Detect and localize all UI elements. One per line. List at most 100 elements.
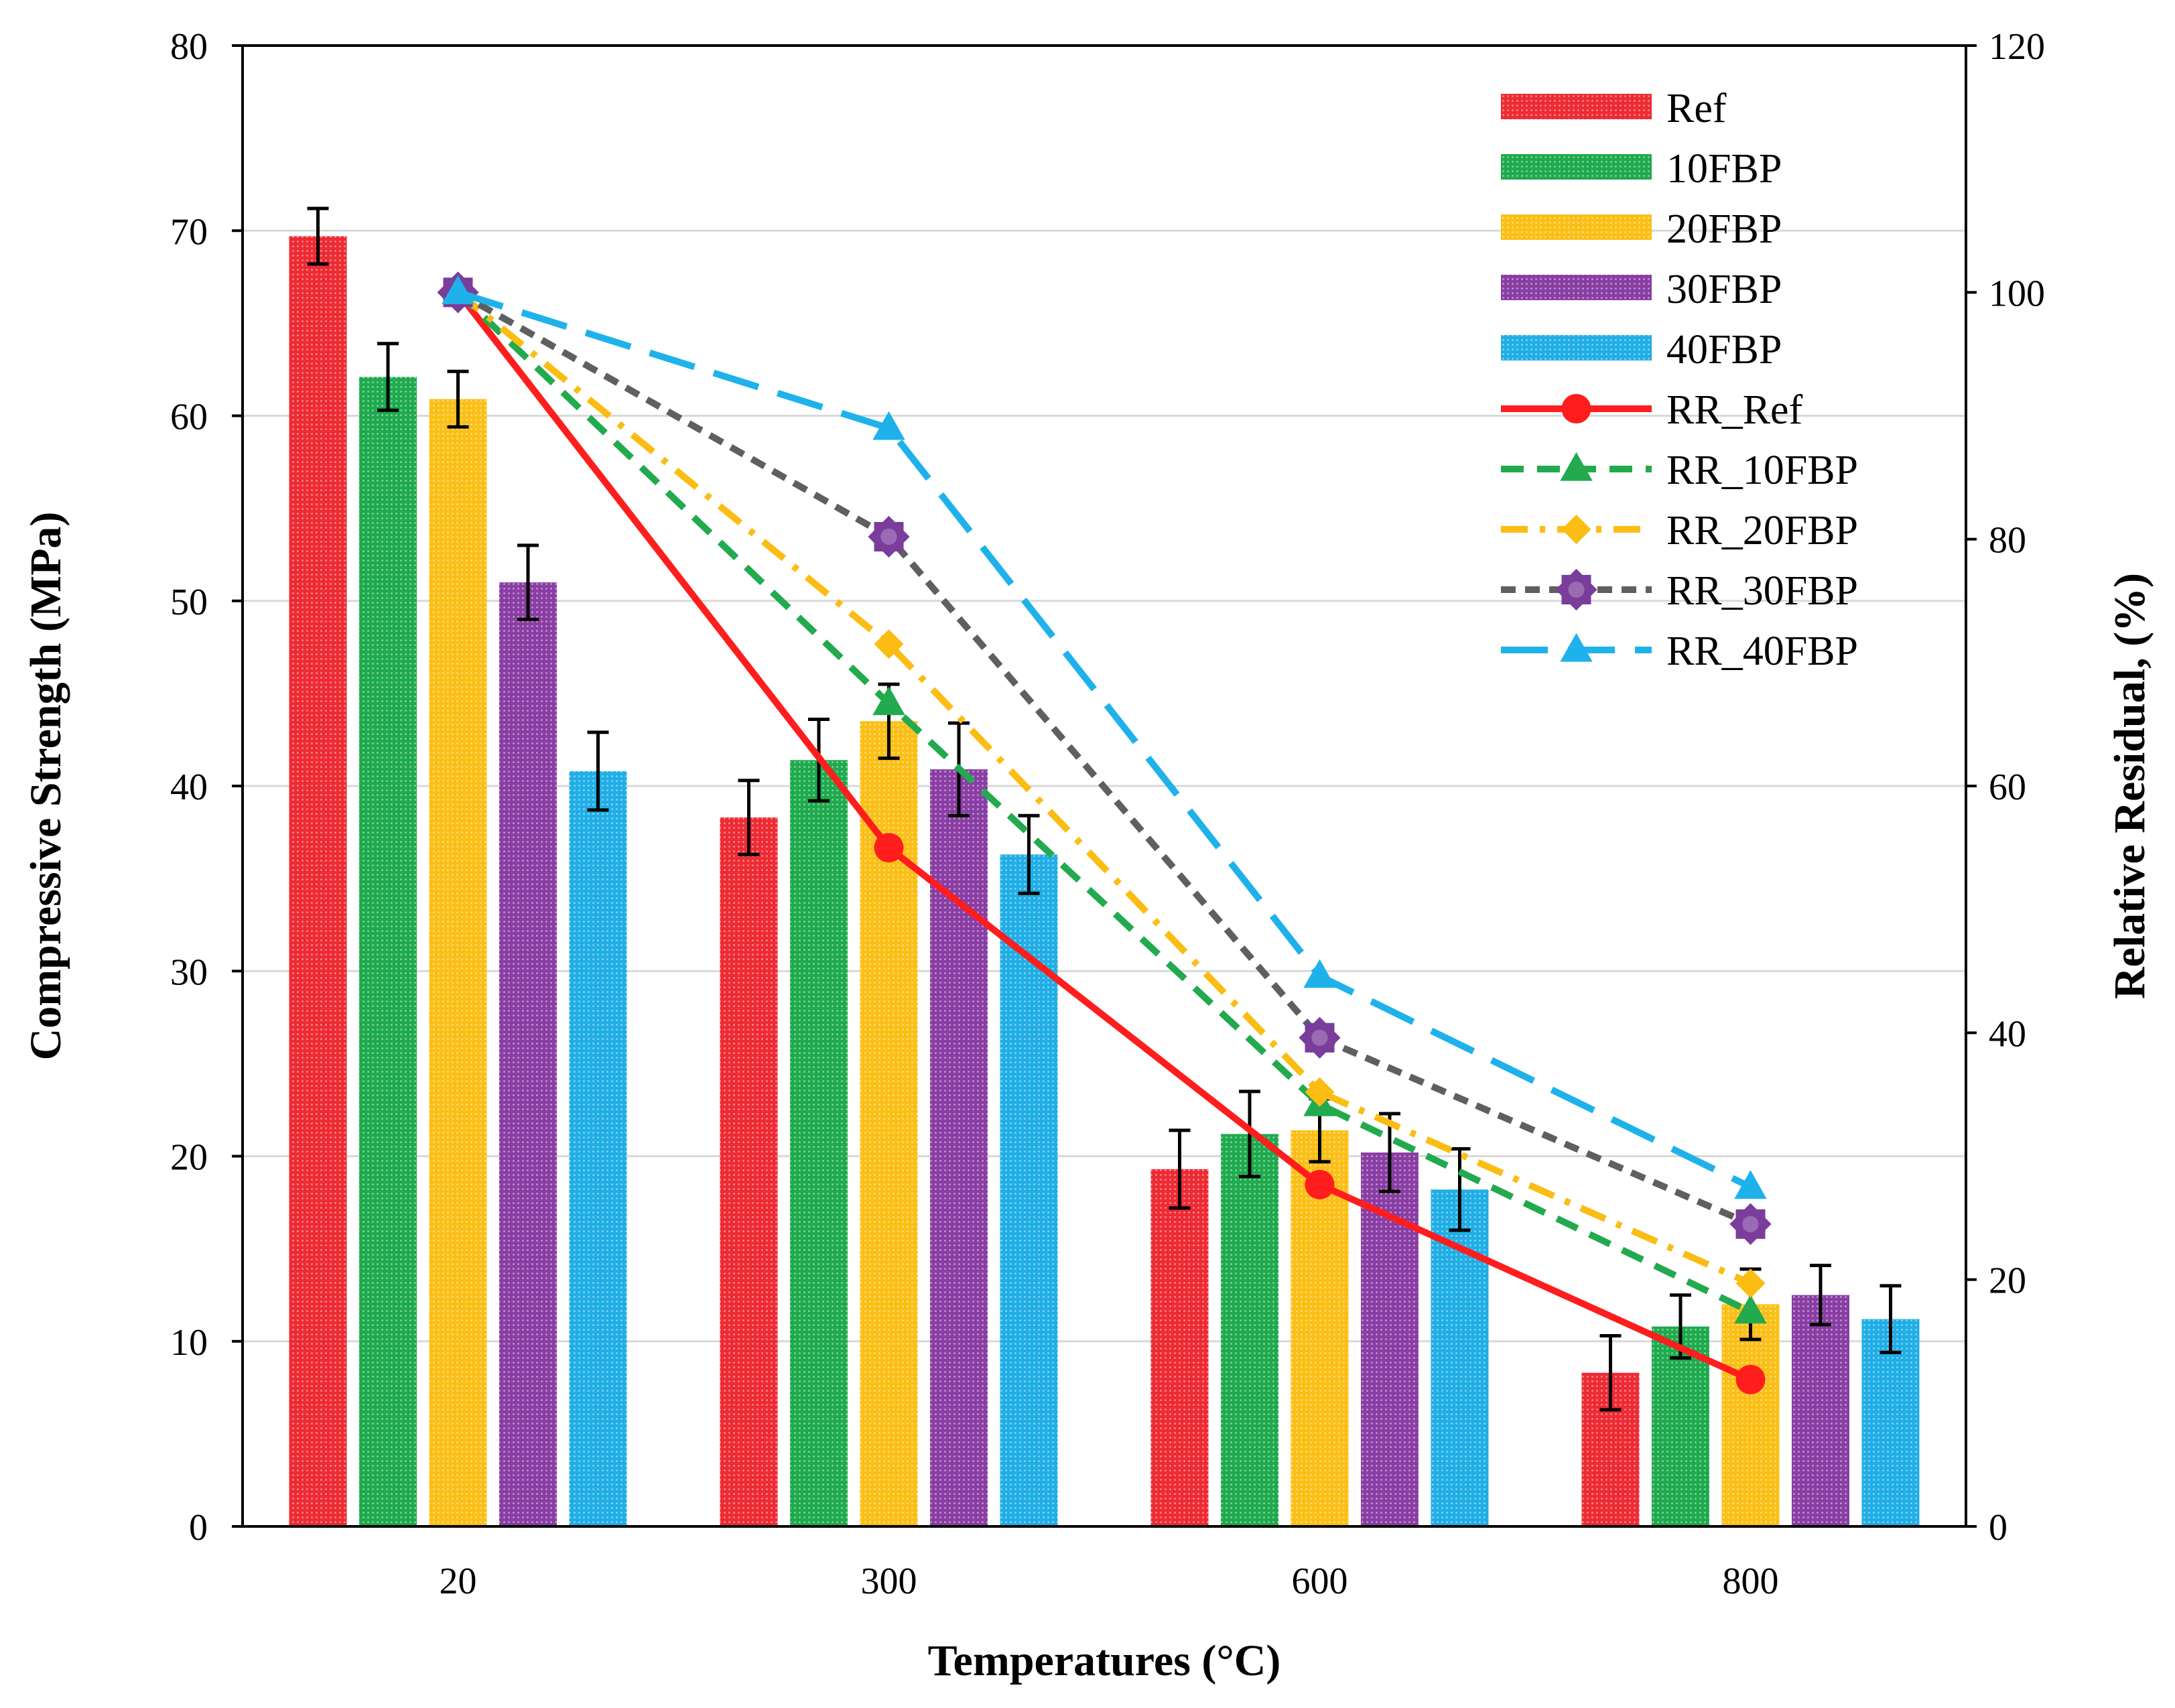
y-tick-label: 60 <box>170 397 208 438</box>
bar-texture <box>569 771 627 1526</box>
legend-item-30fbp: 30FBP <box>1501 267 1782 312</box>
line-marker <box>442 275 474 304</box>
line-marker <box>872 411 905 440</box>
y2-tick-label: 80 <box>1989 520 2026 562</box>
error-bar <box>447 369 469 429</box>
legend-marker <box>1561 515 1591 544</box>
y-tick-label: 20 <box>170 1137 208 1179</box>
error-bar <box>307 206 329 266</box>
bar-series-20fbp <box>429 369 1780 1527</box>
y-tick-label: 50 <box>170 582 208 623</box>
y-tick-label: 70 <box>170 211 208 253</box>
bar-series-ref <box>289 206 1640 1527</box>
y2-axis-title: Relative Residual, (%) <box>2105 573 2154 999</box>
line-series-rr_40fbp <box>442 275 1767 1199</box>
bar-series-40fbp <box>569 730 1920 1526</box>
series-line <box>456 289 1752 1191</box>
bar-texture <box>1721 1304 1780 1526</box>
x-axis-title: Temperatures (°C) <box>928 1636 1281 1685</box>
bar-series-10fbp <box>359 342 1709 1526</box>
legend-item-rr_40fbp: RR_40FBP <box>1501 629 1858 674</box>
line-marker <box>872 686 905 716</box>
y2-tick-label: 20 <box>1989 1260 2026 1302</box>
y-tick-label: 40 <box>170 767 208 808</box>
line-marker <box>868 515 910 558</box>
bar-texture <box>1000 854 1058 1526</box>
error-bar <box>738 779 760 856</box>
y2-tick-label: 0 <box>1989 1507 2007 1549</box>
bar-series-30fbp <box>499 543 1849 1526</box>
error-bar <box>1449 1146 1471 1232</box>
legend-marker <box>1561 394 1591 423</box>
legend-item-rr_10fbp: RR_10FBP <box>1501 448 1858 493</box>
legend-label: RR_40FBP <box>1666 629 1858 674</box>
y2-tick-label: 40 <box>1989 1013 2026 1055</box>
y-tick-label: 0 <box>189 1507 208 1549</box>
legend-item-ref: Ref <box>1501 86 1727 131</box>
legend-label: Ref <box>1666 86 1727 131</box>
line-series-group <box>437 271 1772 1394</box>
line-marker <box>1305 1169 1335 1199</box>
marker-center <box>880 528 897 545</box>
line-marker <box>1734 1170 1767 1199</box>
error-bar <box>1810 1263 1831 1327</box>
x-tick-label: 20 <box>440 1561 477 1602</box>
legend-swatch-texture <box>1501 275 1652 300</box>
error-bar <box>587 730 609 812</box>
legend-item-40fbp: 40FBP <box>1501 327 1782 373</box>
x-tick-label: 600 <box>1292 1561 1348 1602</box>
bar-texture <box>289 236 347 1527</box>
bar-texture <box>359 377 417 1526</box>
series-line <box>456 289 1752 1287</box>
legend-label: 40FBP <box>1666 327 1782 373</box>
legend-item-10fbp: 10FBP <box>1501 146 1782 192</box>
legend-label: RR_10FBP <box>1666 448 1858 493</box>
legend-swatch-texture <box>1501 335 1652 360</box>
line-series-rr_30fbp <box>437 271 1772 1245</box>
x-tick-label: 300 <box>861 1561 917 1602</box>
legend-label: 10FBP <box>1666 146 1782 192</box>
x-tick-label: 800 <box>1723 1561 1779 1602</box>
bar-texture <box>720 817 778 1526</box>
y-tick-label: 30 <box>170 951 208 993</box>
line-series-rr_10fbp <box>442 275 1767 1324</box>
line-marker <box>1735 1268 1766 1299</box>
marker-center <box>1742 1216 1759 1232</box>
legend-label: 20FBP <box>1666 206 1782 252</box>
bar-texture <box>930 769 988 1526</box>
line-marker <box>874 629 904 659</box>
y-tick-label: 10 <box>170 1322 208 1364</box>
marker-center <box>1568 581 1585 598</box>
series-line <box>456 289 1752 1315</box>
bar-texture <box>1221 1134 1278 1526</box>
line-marker <box>1734 1295 1767 1324</box>
line-marker <box>874 833 904 863</box>
line-marker <box>1729 1203 1772 1245</box>
bar-texture <box>429 399 487 1527</box>
legend-label: RR_30FBP <box>1666 568 1858 614</box>
legend-label: RR_Ref <box>1666 387 1803 433</box>
bar-texture <box>1150 1169 1209 1526</box>
line-marker <box>1735 1364 1766 1394</box>
error-bar <box>517 543 539 621</box>
series-line <box>455 290 1752 1383</box>
legend-label: RR_20FBP <box>1666 508 1858 553</box>
error-bar <box>1880 1284 1902 1354</box>
line-marker <box>1299 1016 1341 1059</box>
line-marker <box>1303 959 1336 988</box>
y2-tick-label: 120 <box>1989 26 2045 68</box>
y-tick-label: 80 <box>170 26 208 68</box>
legend-item-rr_30fbp: RR_30FBP <box>1501 568 1858 614</box>
legend-marker <box>1560 452 1593 481</box>
y2-tick-label: 100 <box>1989 273 2045 314</box>
legend-marker <box>1560 633 1593 662</box>
legend: Ref 10FBP 20FBP 30FBP 40FBP RR_Ref RR_10FBP RR_… <box>1501 86 1858 674</box>
line-marker <box>1305 1077 1335 1107</box>
series-line <box>456 289 1752 1228</box>
error-bar <box>1018 813 1040 895</box>
legend-label: 30FBP <box>1666 267 1782 312</box>
y-axis-title: Compressive Strength (MPa) <box>21 512 70 1061</box>
